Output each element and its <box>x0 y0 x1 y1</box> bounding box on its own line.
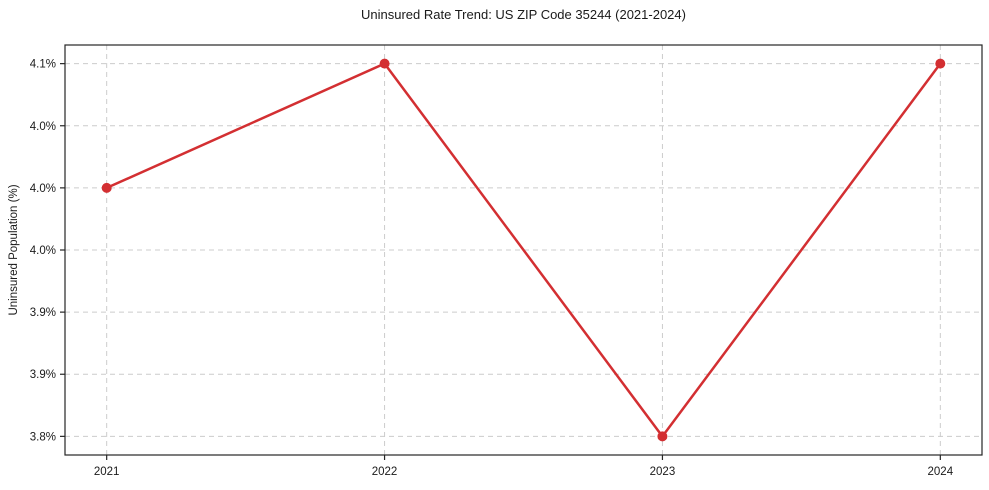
chart-title: Uninsured Rate Trend: US ZIP Code 35244 … <box>361 7 686 22</box>
data-point-marker <box>935 58 946 69</box>
y-tick-label: 3.9% <box>30 369 56 381</box>
y-tick-label: 4.0% <box>30 245 56 257</box>
x-tick-label: 2024 <box>928 466 954 478</box>
data-point-marker <box>379 58 390 69</box>
x-tick-label: 2021 <box>94 466 120 478</box>
x-tick-label: 2023 <box>650 466 676 478</box>
x-tick-label: 2022 <box>372 466 398 478</box>
data-point-marker <box>657 431 668 442</box>
y-tick-label: 4.1% <box>30 59 56 71</box>
y-tick-label: 3.8% <box>30 431 56 443</box>
y-tick-label: 4.0% <box>30 183 56 195</box>
y-axis-label: Uninsured Population (%) <box>8 184 20 316</box>
y-tick-label: 3.9% <box>30 307 56 319</box>
trend-line <box>105 62 942 438</box>
data-point-marker <box>101 182 112 193</box>
y-tick-label: 4.0% <box>30 121 56 133</box>
